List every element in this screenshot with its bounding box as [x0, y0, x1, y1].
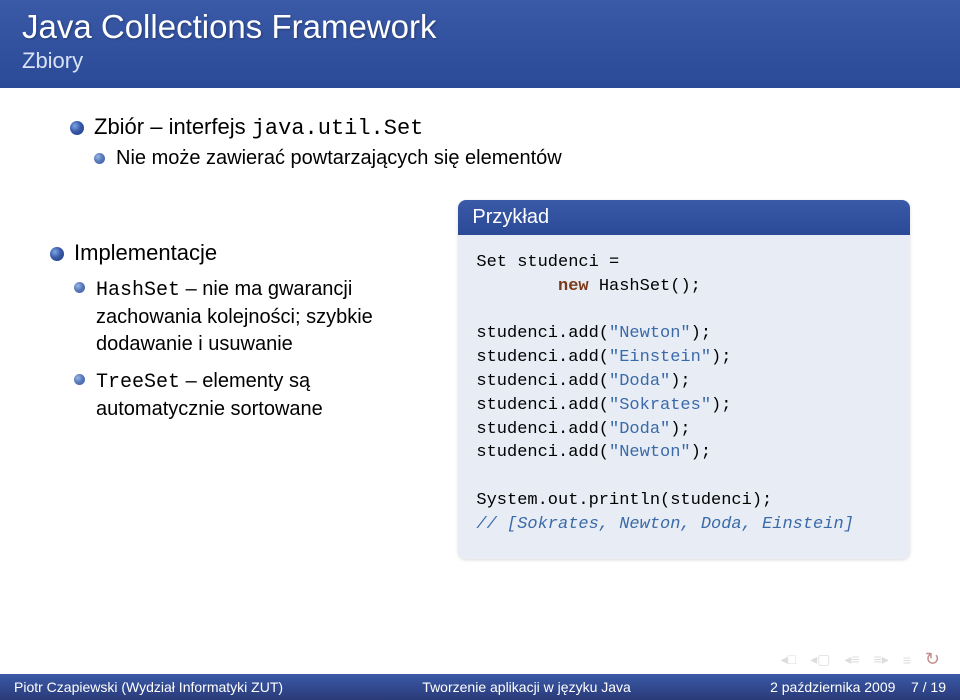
footer-page: 7 / 19	[911, 679, 946, 695]
impl-heading: Implementacje	[50, 240, 428, 266]
slide-subtitle: Zbiory	[22, 48, 938, 74]
slide-header: Java Collections Framework Zbiory	[0, 0, 960, 88]
example-column: Przykład Set studenci = new HashSet(); s…	[458, 200, 910, 559]
code-token: HashSet	[96, 279, 180, 302]
slide-content: Zbiór – interfejs java.util.Set Nie może…	[0, 88, 960, 579]
footer-author: Piotr Czapiewski (Wydział Informatyki ZU…	[14, 679, 283, 695]
bullet-no-duplicates: Nie może zawierać powtarzających się ele…	[94, 147, 910, 170]
slide-title: Java Collections Framework	[22, 8, 938, 46]
implementations-column: Implementacje HashSet – nie ma gwarancji…	[50, 200, 428, 559]
two-column-layout: Implementacje HashSet – nie ma gwarancji…	[50, 200, 910, 559]
example-box: Przykład Set studenci = new HashSet(); s…	[458, 200, 910, 559]
nav-first-icon[interactable]: ◂□	[781, 651, 796, 668]
top-bullets: Zbiór – interfejs java.util.Set Nie może…	[50, 114, 910, 170]
code-token: TreeSet	[96, 371, 180, 394]
example-heading: Przykład	[458, 200, 910, 235]
nav-next-icon[interactable]: ≡▸	[874, 651, 889, 668]
footer-right: 2 października 2009 7 / 19	[770, 679, 946, 695]
nav-back-icon[interactable]: ◂≡	[844, 651, 859, 668]
code-token: java.util.Set	[252, 116, 424, 141]
impl-item-hashset: HashSet – nie ma gwarancji zachowania ko…	[74, 276, 428, 358]
footer-title: Tworzenie aplikacji w języku Java	[422, 679, 631, 695]
impl-item-treeset: TreeSet – elementy są automatycznie sort…	[74, 368, 428, 423]
bullet-text: Zbiór – interfejs	[94, 114, 252, 139]
nav-prev-icon[interactable]: ◂▢	[810, 651, 830, 668]
slide-footer: Piotr Czapiewski (Wydział Informatyki ZU…	[0, 674, 960, 700]
bullet-set-interface: Zbiór – interfejs java.util.Set	[70, 114, 910, 141]
nav-end-icon[interactable]: ≡	[903, 652, 911, 668]
footer-date: 2 października 2009	[770, 679, 895, 695]
nav-loop-icon[interactable]: ↻	[925, 649, 940, 670]
nav-icons: ◂□ ◂▢ ◂≡ ≡▸ ≡ ↻	[781, 649, 940, 670]
example-code: Set studenci = new HashSet(); studenci.a…	[458, 235, 910, 559]
